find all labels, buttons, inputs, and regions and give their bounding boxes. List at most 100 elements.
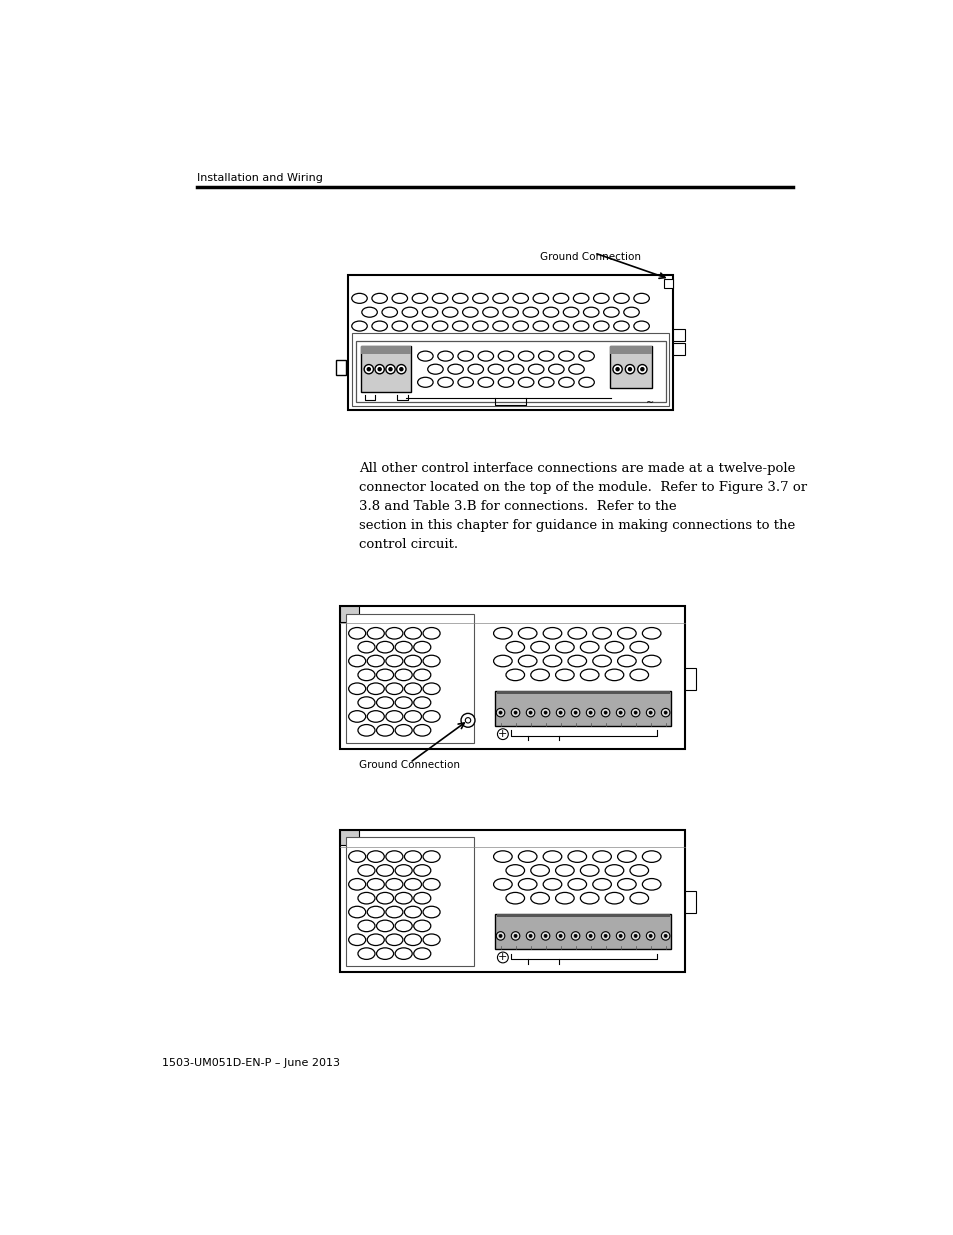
Ellipse shape — [604, 641, 623, 653]
Ellipse shape — [555, 669, 574, 680]
Ellipse shape — [573, 321, 588, 331]
Ellipse shape — [422, 878, 439, 890]
Circle shape — [616, 368, 618, 370]
Ellipse shape — [414, 893, 431, 904]
Circle shape — [529, 711, 532, 714]
Circle shape — [465, 718, 470, 722]
Circle shape — [496, 931, 504, 940]
Ellipse shape — [493, 294, 508, 304]
Circle shape — [574, 935, 577, 937]
Circle shape — [648, 935, 652, 937]
Bar — [340, 606, 684, 748]
Circle shape — [375, 364, 384, 374]
Ellipse shape — [417, 377, 433, 388]
Circle shape — [556, 931, 564, 940]
Text: Installation and Wiring: Installation and Wiring — [196, 173, 322, 183]
Ellipse shape — [493, 656, 512, 667]
Ellipse shape — [376, 725, 394, 736]
Bar — [348, 275, 673, 410]
Circle shape — [367, 368, 370, 370]
Ellipse shape — [462, 308, 477, 317]
Bar — [346, 614, 474, 742]
Circle shape — [660, 709, 669, 716]
Text: +: + — [497, 952, 507, 962]
Ellipse shape — [376, 893, 394, 904]
Text: All other control interface connections are made at a twelve-pole
connector loca: All other control interface connections … — [359, 462, 807, 551]
Ellipse shape — [629, 641, 648, 653]
Ellipse shape — [414, 641, 431, 653]
Circle shape — [663, 711, 666, 714]
Ellipse shape — [376, 641, 394, 653]
Text: Ground Connection: Ground Connection — [359, 761, 460, 771]
Ellipse shape — [558, 377, 574, 388]
Ellipse shape — [414, 920, 431, 931]
Ellipse shape — [542, 656, 561, 667]
Ellipse shape — [513, 294, 528, 304]
Ellipse shape — [567, 627, 586, 638]
Circle shape — [588, 711, 592, 714]
Circle shape — [396, 364, 406, 374]
Ellipse shape — [437, 351, 453, 361]
Ellipse shape — [385, 906, 402, 918]
Ellipse shape — [385, 683, 402, 694]
Ellipse shape — [578, 377, 594, 388]
Ellipse shape — [357, 920, 375, 931]
Ellipse shape — [592, 878, 611, 890]
Ellipse shape — [367, 934, 384, 946]
Circle shape — [558, 711, 561, 714]
Ellipse shape — [376, 669, 394, 680]
Circle shape — [529, 935, 532, 937]
Circle shape — [514, 711, 517, 714]
Ellipse shape — [395, 920, 412, 931]
Ellipse shape — [392, 294, 407, 304]
Bar — [663, 279, 673, 288]
Circle shape — [646, 931, 654, 940]
Bar — [609, 346, 652, 353]
Ellipse shape — [617, 627, 636, 638]
Ellipse shape — [593, 294, 608, 304]
Ellipse shape — [372, 294, 387, 304]
Circle shape — [558, 935, 561, 937]
Ellipse shape — [367, 878, 384, 890]
Ellipse shape — [583, 308, 598, 317]
Text: Ground Connection: Ground Connection — [539, 252, 640, 262]
Circle shape — [543, 711, 547, 714]
Ellipse shape — [530, 669, 549, 680]
Ellipse shape — [404, 627, 421, 638]
Ellipse shape — [472, 294, 488, 304]
Ellipse shape — [357, 697, 375, 709]
Ellipse shape — [422, 906, 439, 918]
Ellipse shape — [414, 947, 431, 960]
Ellipse shape — [592, 656, 611, 667]
Ellipse shape — [385, 878, 402, 890]
Ellipse shape — [592, 627, 611, 638]
Ellipse shape — [412, 294, 427, 304]
Circle shape — [497, 952, 508, 963]
Ellipse shape — [352, 321, 367, 331]
Ellipse shape — [395, 669, 412, 680]
Ellipse shape — [395, 864, 412, 877]
Ellipse shape — [348, 656, 365, 667]
Ellipse shape — [629, 864, 648, 877]
Ellipse shape — [422, 851, 439, 862]
Ellipse shape — [482, 308, 497, 317]
Circle shape — [514, 935, 517, 937]
Ellipse shape — [395, 641, 412, 653]
Ellipse shape — [633, 321, 649, 331]
Ellipse shape — [452, 294, 468, 304]
Ellipse shape — [357, 864, 375, 877]
Bar — [360, 346, 411, 393]
Ellipse shape — [613, 294, 629, 304]
Bar — [673, 330, 684, 341]
Ellipse shape — [517, 351, 534, 361]
Bar — [340, 830, 359, 845]
Ellipse shape — [530, 864, 549, 877]
Bar — [346, 837, 474, 966]
Ellipse shape — [502, 308, 517, 317]
Ellipse shape — [505, 669, 524, 680]
Ellipse shape — [613, 321, 629, 331]
Circle shape — [460, 714, 475, 727]
Bar — [684, 668, 695, 689]
Ellipse shape — [422, 683, 439, 694]
Ellipse shape — [414, 864, 431, 877]
